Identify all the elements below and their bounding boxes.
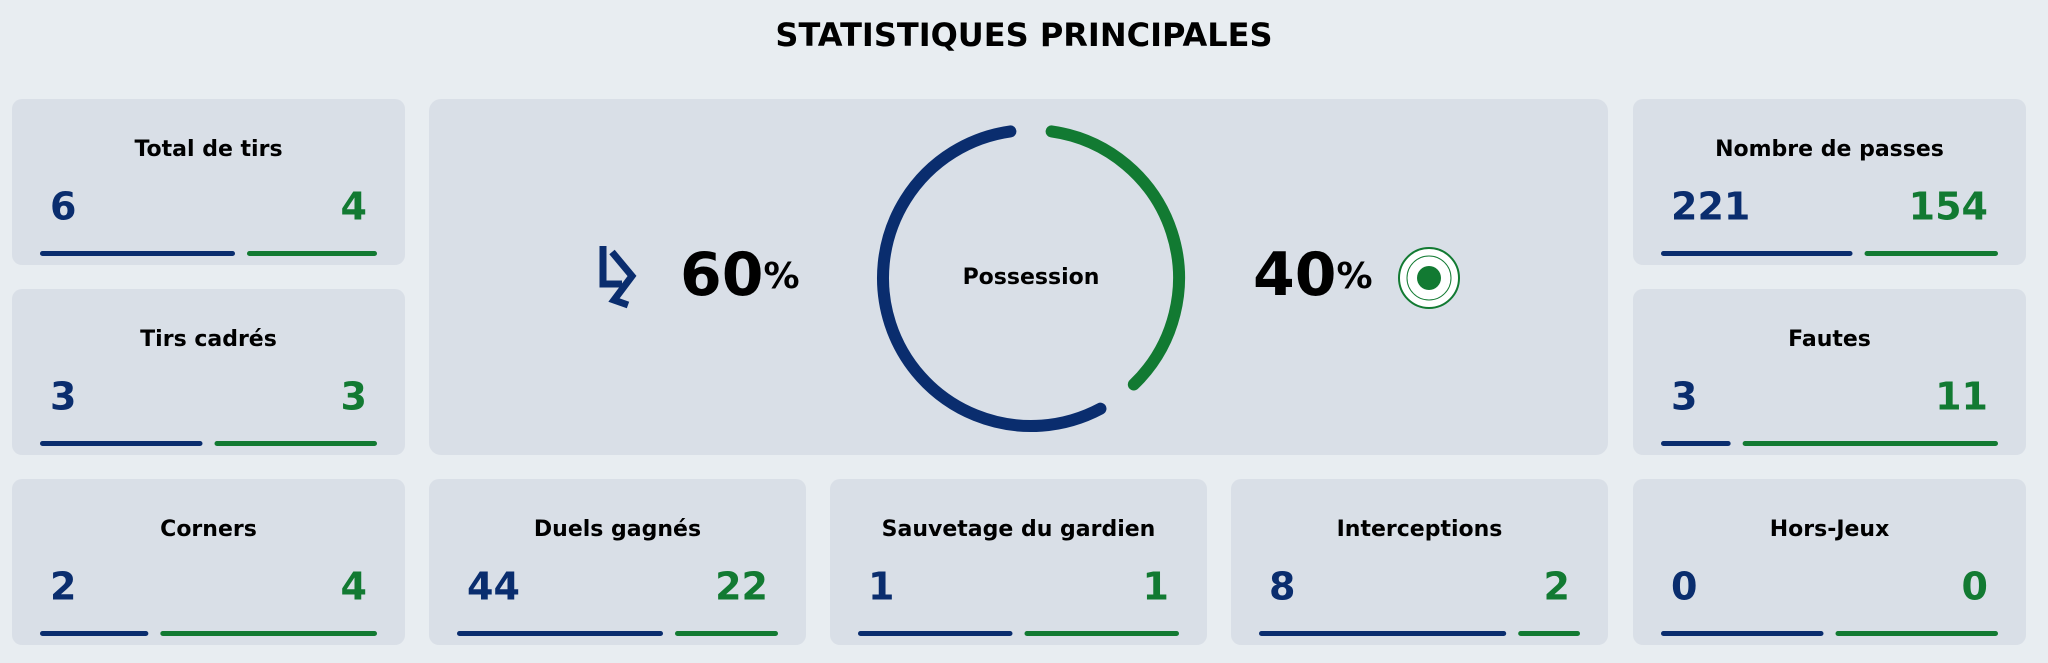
away-possession-arc <box>1045 125 1185 391</box>
away-value: 4 <box>341 565 367 609</box>
stat-card <box>830 479 1207 645</box>
stat-label: Hors-Jeux <box>1770 517 1890 542</box>
stat-card <box>12 479 405 645</box>
home-value: 3 <box>1671 375 1697 419</box>
away-value: 11 <box>1935 375 1988 419</box>
home-bar <box>1661 631 1824 636</box>
possession-card <box>429 99 1608 455</box>
home-value: 1 <box>868 565 894 609</box>
home-value: 0 <box>1671 565 1697 609</box>
away-logo <box>1398 247 1460 309</box>
away-bar <box>1518 631 1580 636</box>
home-logo-s <box>608 249 637 309</box>
stat-card <box>1633 479 2026 645</box>
home-possession: 60% <box>680 240 800 310</box>
away-value: 2 <box>1544 565 1570 609</box>
stat-label: Total de tirs <box>134 137 282 162</box>
page-title: STATISTIQUES PRINCIPALES <box>775 16 1272 54</box>
home-bar <box>40 631 149 636</box>
away-value: 0 <box>1962 565 1988 609</box>
home-bar <box>40 251 235 256</box>
home-value: 221 <box>1671 185 1750 229</box>
away-value: 22 <box>715 565 768 609</box>
home-value: 6 <box>50 185 76 229</box>
stat-label: Duels gagnés <box>534 517 701 542</box>
away-value: 1 <box>1143 565 1169 609</box>
home-logo-l <box>599 246 622 288</box>
stat-card <box>1231 479 1608 645</box>
away-possession: 40% <box>1253 240 1373 310</box>
stat-label: Interceptions <box>1337 517 1503 542</box>
stat-label: Sauvetage du gardien <box>882 517 1156 542</box>
away-bar <box>160 631 377 636</box>
home-value: 3 <box>50 375 76 419</box>
home-bar <box>457 631 663 636</box>
stat-card <box>429 479 806 645</box>
home-bar <box>40 441 203 446</box>
away-bar <box>1742 441 1998 446</box>
stat-label: Corners <box>160 517 257 542</box>
away-possession-number: 40 <box>1253 240 1337 310</box>
away-bar <box>214 441 377 446</box>
home-bar <box>1661 441 1731 446</box>
stat-label: Tirs cadrés <box>140 327 277 352</box>
home-possession-number: 60 <box>680 240 764 310</box>
away-possession-unit: % <box>1337 256 1373 297</box>
home-bar <box>858 631 1013 636</box>
stat-card <box>1633 289 2026 455</box>
stat-card <box>12 289 405 455</box>
home-bar <box>1661 251 1853 256</box>
home-value: 2 <box>50 565 76 609</box>
away-bar <box>1024 631 1179 636</box>
stat-label: Nombre de passes <box>1715 137 1944 162</box>
possession-label: Possession <box>963 265 1100 290</box>
away-logo-inner <box>1406 255 1452 301</box>
home-logo <box>599 246 637 309</box>
away-value: 154 <box>1909 185 1988 229</box>
stat-label: Fautes <box>1788 327 1871 352</box>
away-bar <box>247 251 377 256</box>
home-value: 8 <box>1269 565 1295 609</box>
home-possession-arc <box>877 125 1107 432</box>
away-bar <box>675 631 778 636</box>
stat-card <box>12 99 405 265</box>
away-value: 4 <box>341 185 367 229</box>
stat-card <box>1633 99 2026 265</box>
away-logo-badge <box>1417 266 1441 290</box>
away-bar <box>1864 251 1998 256</box>
away-bar <box>1835 631 1998 636</box>
away-value: 3 <box>341 375 367 419</box>
home-bar <box>1259 631 1507 636</box>
home-possession-unit: % <box>764 256 800 297</box>
home-value: 44 <box>467 565 520 609</box>
